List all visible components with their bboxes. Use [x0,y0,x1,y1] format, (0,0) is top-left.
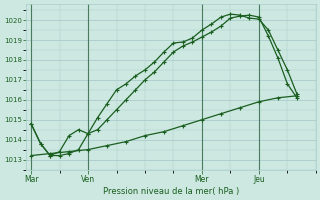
X-axis label: Pression niveau de la mer( hPa ): Pression niveau de la mer( hPa ) [103,187,239,196]
